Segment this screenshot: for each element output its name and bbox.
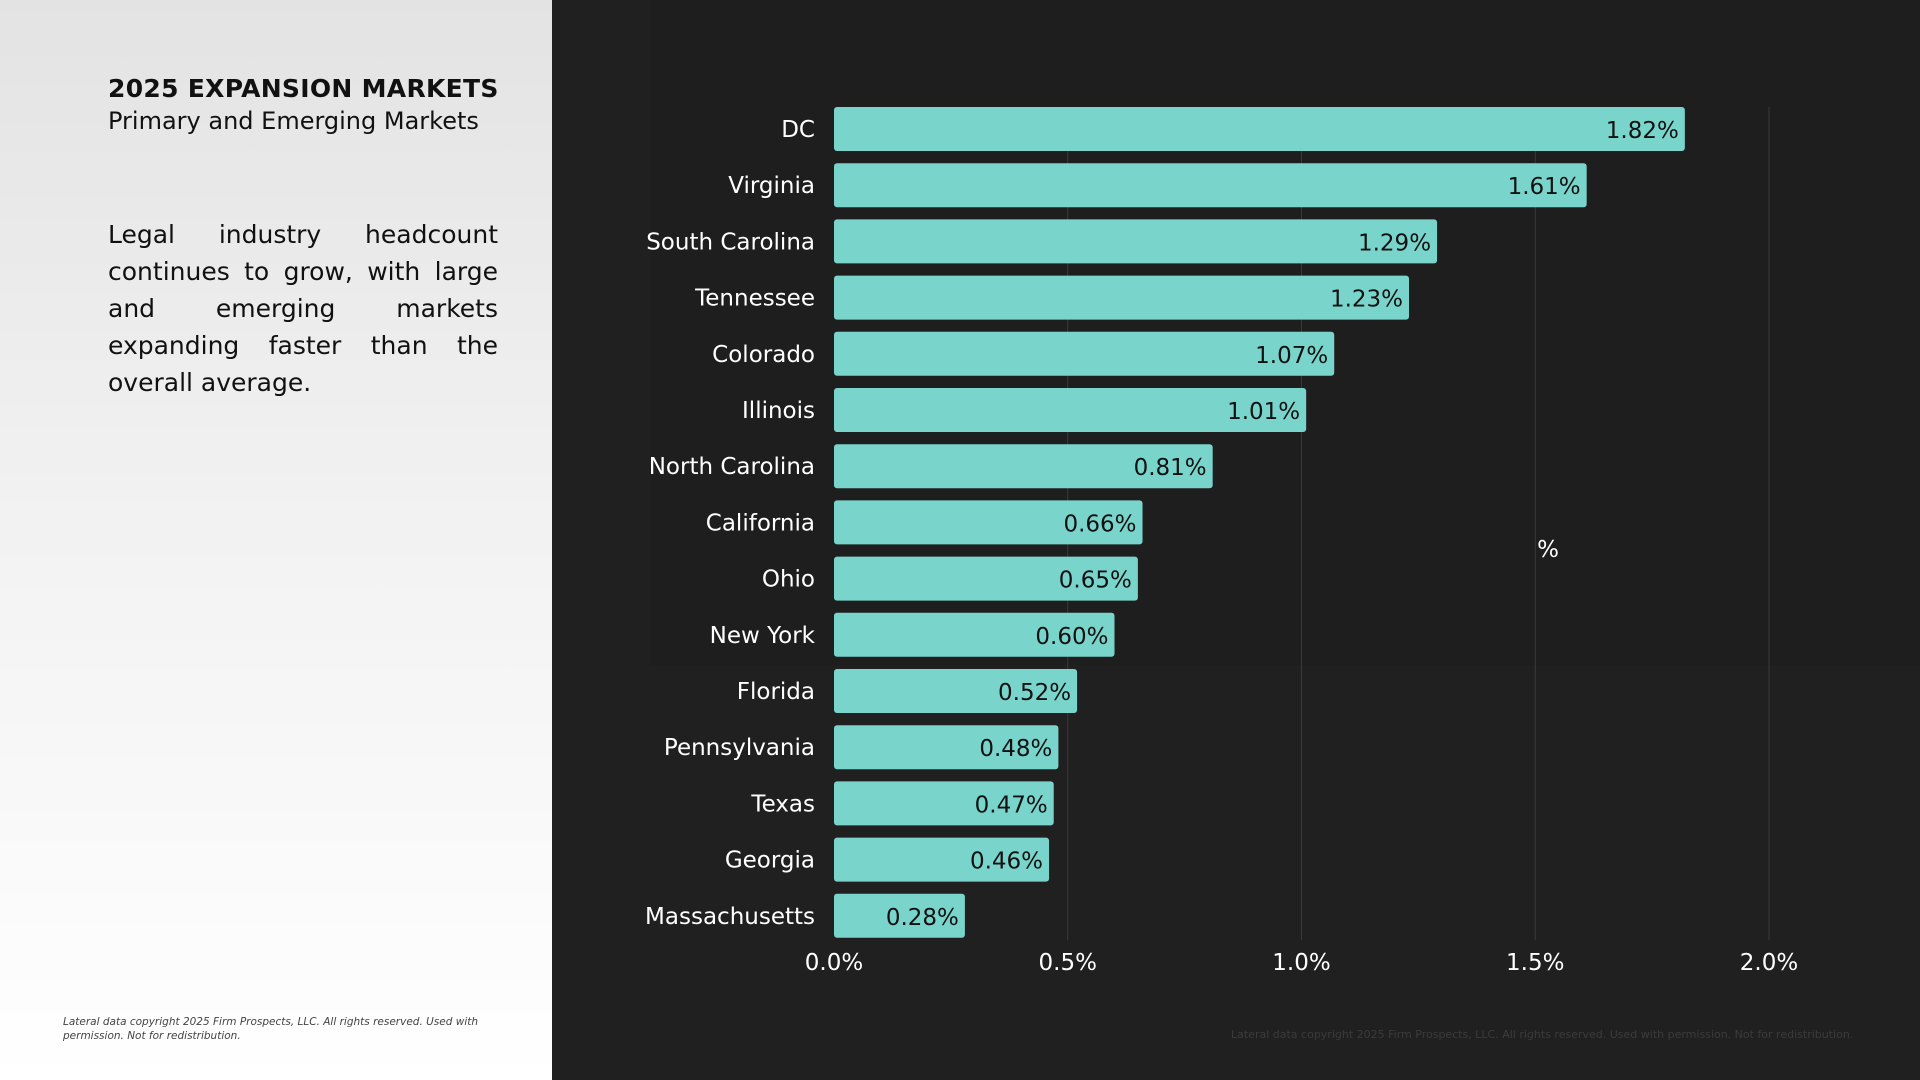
data-label: 0.48% [979,736,1052,762]
bar [834,107,1685,151]
bar [834,781,1054,826]
x-tick-label: 1.0% [1272,950,1330,976]
bar [834,219,1438,264]
data-label: 0.47% [975,792,1048,818]
x-tick-label: 0.5% [1039,950,1097,976]
category-label: North Carolina [649,454,815,480]
data-label: 0.65% [1059,568,1132,594]
slide-description: Legal industry headcount continues to gr… [108,220,498,397]
data-label: 1.23% [1330,287,1403,313]
data-label: 0.60% [1035,624,1108,650]
category-label: Massachusetts [645,904,815,930]
category-label: Ohio [762,567,815,593]
data-label: 1.29% [1358,230,1431,256]
data-label: 0.52% [998,680,1071,706]
bar [834,444,1213,489]
category-label: South Carolina [646,229,815,255]
chart-copyright-notice: Lateral data copyright 2025 Firm Prospec… [1231,1028,1854,1041]
category-label: Tennessee [694,286,815,312]
category-label: Georgia [725,848,815,874]
x-tick-label: 0.0% [805,950,863,976]
category-label: California [706,510,815,536]
data-label: 1.82% [1606,118,1679,144]
bar [834,725,1059,770]
bar [834,893,965,938]
bar [834,837,1050,882]
x-tick-label: 2.0% [1740,950,1798,976]
bar [834,556,1138,601]
bar [834,500,1143,545]
slide-title: 2025 EXPANSION MARKETS [108,74,499,103]
category-label: New York [710,623,816,649]
bar [834,163,1587,208]
bar [834,331,1335,376]
bar [834,388,1307,432]
data-label: 0.81% [1134,455,1207,481]
data-label: 0.46% [970,849,1043,875]
category-label: Pennsylvania [664,735,815,761]
copyright-notice: Lateral data copyright 2025 Firm Prospec… [63,1016,479,1042]
slide-subtitle: Primary and Emerging Markets [108,107,479,135]
data-label: 1.61% [1508,174,1581,200]
data-label: 0.28% [886,905,959,931]
info-panel: 2025 EXPANSION MARKETS Primary and Emerg… [0,0,552,1080]
category-label: Virginia [728,173,815,199]
category-label: Colorado [712,342,815,368]
category-label: Florida [737,679,815,705]
x-tick-label: 1.5% [1506,950,1564,976]
category-label: DC [781,117,815,143]
category-label: Texas [750,791,815,817]
data-label: 1.01% [1227,399,1300,425]
data-label: 1.07% [1255,343,1328,369]
bar [834,612,1115,657]
data-label: 0.66% [1063,511,1136,537]
unit-label: % [1537,537,1559,563]
bar [834,275,1410,320]
bar [834,669,1078,713]
category-label: Illinois [742,398,815,424]
